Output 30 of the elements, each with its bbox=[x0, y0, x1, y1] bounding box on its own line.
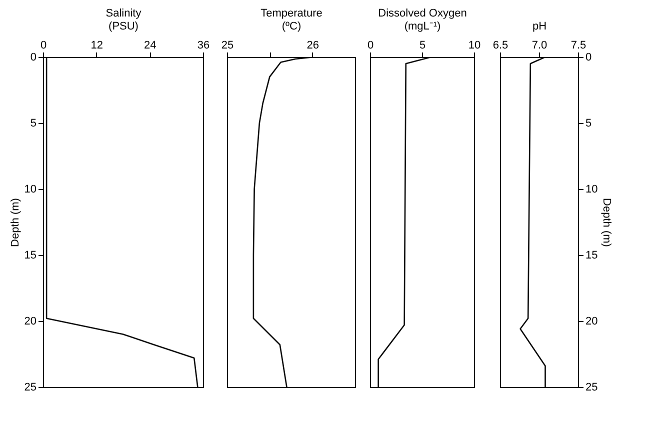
x-tick-label: 10 bbox=[468, 40, 481, 52]
x-tick-label: 24 bbox=[144, 40, 156, 52]
x-tick-label: 25 bbox=[221, 40, 234, 52]
x-tick-label: 5 bbox=[419, 40, 426, 52]
x-axis-title: Dissolved Oxygen (mgL⁻¹) bbox=[378, 8, 467, 32]
x-axis-title: Temperature (ºC) bbox=[260, 8, 322, 32]
y2-tick-label: 10 bbox=[586, 184, 598, 196]
x-tick-label: 7.0 bbox=[532, 40, 548, 52]
y2-tick-label: 25 bbox=[586, 382, 598, 394]
x-tick-label: 6.5 bbox=[492, 40, 508, 52]
y-tick-label: 0 bbox=[30, 52, 36, 64]
x-axis-title: Salinity (PSU) bbox=[106, 8, 142, 32]
y2-tick-label: 5 bbox=[586, 118, 592, 130]
x-axis-title: pH bbox=[532, 20, 547, 32]
x-tick-label: 0 bbox=[40, 40, 47, 52]
y-tick-label: 20 bbox=[24, 316, 36, 328]
y2-tick-label: 0 bbox=[586, 52, 592, 64]
y-tick-label: 25 bbox=[24, 382, 36, 394]
x-tick-label: 7.5 bbox=[570, 40, 586, 52]
y-tick-label: 15 bbox=[24, 250, 36, 262]
y-axis-title: Depth (m) bbox=[9, 198, 22, 247]
x-tick-label: 0 bbox=[367, 40, 374, 52]
x-tick-label: 12 bbox=[90, 40, 103, 52]
x-tick-label: 36 bbox=[197, 40, 210, 52]
y2-axis-title: Depth (m) bbox=[600, 198, 613, 247]
x-tick-label: 26 bbox=[306, 40, 319, 52]
y2-tick-label: 15 bbox=[586, 250, 598, 262]
y-tick-label: 10 bbox=[24, 184, 36, 196]
y2-tick-label: 20 bbox=[586, 316, 598, 328]
y-tick-label: 5 bbox=[30, 118, 36, 130]
